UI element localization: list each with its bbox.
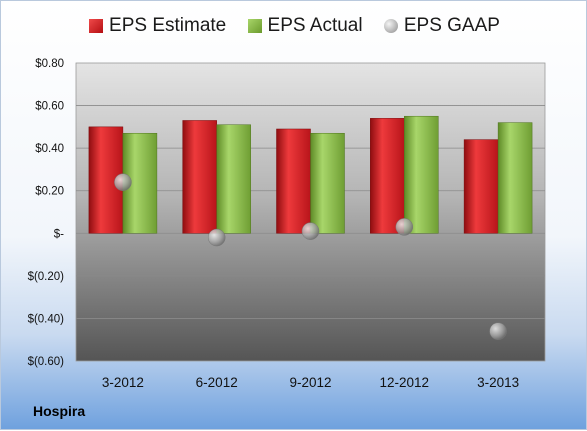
y-tick-label: $(0.20) bbox=[28, 271, 65, 283]
legend-swatch-estimate bbox=[89, 19, 104, 33]
y-axis-ticks: $0.80 $0.60 $0.40 $0.20 $- $(0.20) $(0.40) $(0.… bbox=[28, 58, 65, 368]
legend-swatch-gaap bbox=[383, 19, 398, 33]
y-tick-label: $(0.40) bbox=[28, 313, 65, 325]
x-tick-label: 9-2012 bbox=[289, 375, 331, 390]
y-tick-label: $(0.60) bbox=[28, 356, 65, 368]
legend-swatch-actual bbox=[247, 19, 262, 33]
marker-eps-gaap bbox=[489, 322, 507, 340]
legend-item-gaap: EPS GAAP bbox=[383, 15, 500, 37]
marker-eps-gaap bbox=[301, 222, 320, 240]
x-tick-label: 3-2012 bbox=[102, 375, 144, 390]
bar-eps-estimate bbox=[276, 128, 311, 234]
company-name: Hospira bbox=[33, 403, 86, 419]
bar-eps-actual bbox=[310, 132, 345, 234]
x-axis-ticks: 3-2012 6-2012 9-2012 12-2012 3-2013 bbox=[102, 375, 519, 390]
marker-eps-gaap bbox=[114, 173, 132, 191]
chart-legend: EPS Estimate EPS Actual EPS GAAP bbox=[1, 15, 587, 39]
y-tick-label: $0.20 bbox=[35, 186, 64, 198]
bar-eps-actual bbox=[404, 115, 439, 234]
legend-label-gaap: EPS GAAP bbox=[403, 15, 500, 36]
y-tick-label: $0.80 bbox=[35, 58, 64, 70]
legend-item-actual: EPS Actual bbox=[247, 15, 363, 37]
bar-eps-actual bbox=[216, 124, 251, 234]
gaap-markers bbox=[114, 173, 507, 340]
bar-eps-estimate bbox=[182, 120, 217, 234]
x-tick-label: 12-2012 bbox=[380, 375, 430, 390]
x-tick-label: 6-2012 bbox=[196, 375, 238, 390]
y-tick-label: $- bbox=[54, 228, 64, 240]
legend-label-actual: EPS Actual bbox=[267, 15, 363, 36]
legend-item-estimate: EPS Estimate bbox=[89, 15, 226, 37]
x-tick-label: 3-2013 bbox=[477, 375, 519, 390]
marker-eps-gaap bbox=[395, 218, 414, 236]
marker-eps-gaap bbox=[207, 228, 226, 247]
bar-eps-estimate bbox=[370, 118, 405, 234]
bar-eps-estimate bbox=[463, 139, 499, 234]
bar-eps-actual bbox=[497, 122, 533, 234]
y-tick-label: $0.40 bbox=[35, 143, 64, 155]
legend-label-estimate: EPS Estimate bbox=[109, 15, 227, 36]
y-tick-label: $0.60 bbox=[35, 101, 64, 113]
